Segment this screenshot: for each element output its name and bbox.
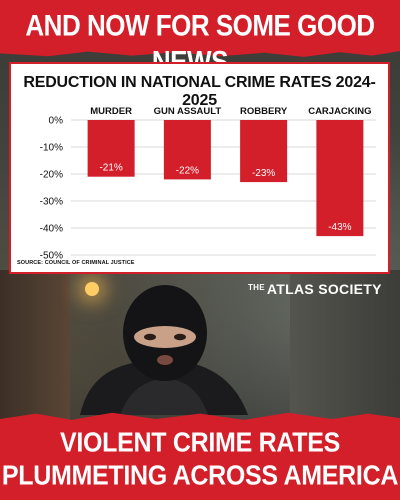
category-label: GUN ASSAULT [154,106,222,117]
y-tick-label: -30% [40,197,63,208]
bar [240,120,288,183]
chart-card: REDUCTION IN NATIONAL CRIME RATES 2024-2… [9,62,390,274]
source-note: SOURCE: COUNCIL OF CRIMINAL JUSTICE [17,260,135,266]
y-tick-label: -50% [40,251,63,262]
masked-person [80,285,248,415]
data-label: -23% [252,168,275,179]
category-label: CARJACKING [308,106,371,117]
bar [87,120,135,177]
data-label: -21% [99,163,122,174]
brand-prefix: THE [248,283,265,292]
bar [163,120,211,180]
category-label: MURDER [90,106,132,117]
footer-line-2: PLUMMETING ACROSS AMERICA [1,460,399,492]
data-label: -43% [328,222,351,233]
street-light [85,282,99,296]
brand-name: ATLAS SOCIETY [266,281,382,297]
data-label: -22% [176,165,199,176]
bottom-banner [0,412,400,500]
y-tick-label: 0% [49,116,64,127]
footer-line-1: VIOLENT CRIME RATES [60,427,340,459]
bar-chart: 0% -10% -20% -30% -40% -50% MURDER -21% GUN ASSA… [40,106,376,262]
y-tick-label: -10% [40,143,63,154]
bar [316,120,364,237]
top-banner [0,0,400,57]
chart-title: REDUCTION IN NATIONAL CRIME RATES 2024-2… [23,74,376,109]
alley-wall-right [290,270,400,420]
alley-wall-left [0,270,70,420]
y-tick-label: -40% [40,224,63,235]
category-label: ROBBERY [240,106,288,117]
y-tick-label: -20% [40,170,63,181]
atlas-society-logo: THE ATLAS SOCIETY [248,281,382,297]
